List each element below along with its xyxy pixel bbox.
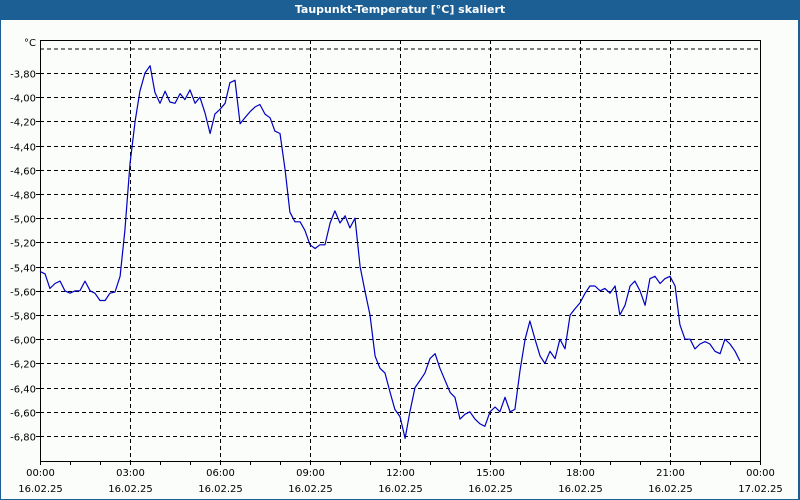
x-tick-time: 00:00 [26,468,55,479]
x-tick-date: 16.02.25 [468,484,513,495]
y-unit-label: °C [24,38,36,49]
x-tick-date: 17.02.25 [738,484,783,495]
x-tick-time: 00:00 [746,468,775,479]
x-tick-date: 16.02.25 [288,484,333,495]
x-tick-date: 16.02.25 [648,484,693,495]
chart-area [1,20,798,499]
x-tick-date: 16.02.25 [378,484,423,495]
x-tick-date: 16.02.25 [108,484,153,495]
y-tick-label: -6,20 [10,360,36,371]
x-tick-time: 21:00 [656,468,685,479]
y-tick-label: -6,00 [10,336,36,347]
data-line [39,65,741,439]
y-tick-label: -3,80 [10,70,36,81]
y-tick-label: -4,60 [10,167,36,178]
window-title: Taupunkt-Temperatur [°C] skaliert [294,3,506,16]
y-tick-label: -4,20 [10,118,36,129]
x-tick-date: 16.02.25 [18,484,63,495]
x-tick-date: 16.02.25 [198,484,243,495]
y-tick-label: -5,80 [10,312,36,323]
x-tick-date: 16.02.25 [558,484,603,495]
y-tick-label: -5,60 [10,288,36,299]
y-tick-label: -5,40 [10,264,36,275]
y-tick-label: -6,80 [10,433,36,444]
y-tick-label: -4,80 [10,191,36,202]
y-tick-label: -5,20 [10,239,36,250]
x-tick-time: 09:00 [296,468,325,479]
y-tick-label: -4,40 [10,143,36,154]
x-tick-time: 06:00 [206,468,235,479]
y-tick-label: -4,00 [10,94,36,105]
x-tick-time: 15:00 [476,468,505,479]
x-tick-time: 12:00 [386,468,415,479]
y-tick-label: -6,40 [10,385,36,396]
plot-frame [40,40,761,462]
y-tick-label: -5,00 [10,215,36,226]
x-tick-time: 18:00 [566,468,595,479]
x-tick-time: 03:00 [116,468,145,479]
y-tick-label: -6,60 [10,409,36,420]
